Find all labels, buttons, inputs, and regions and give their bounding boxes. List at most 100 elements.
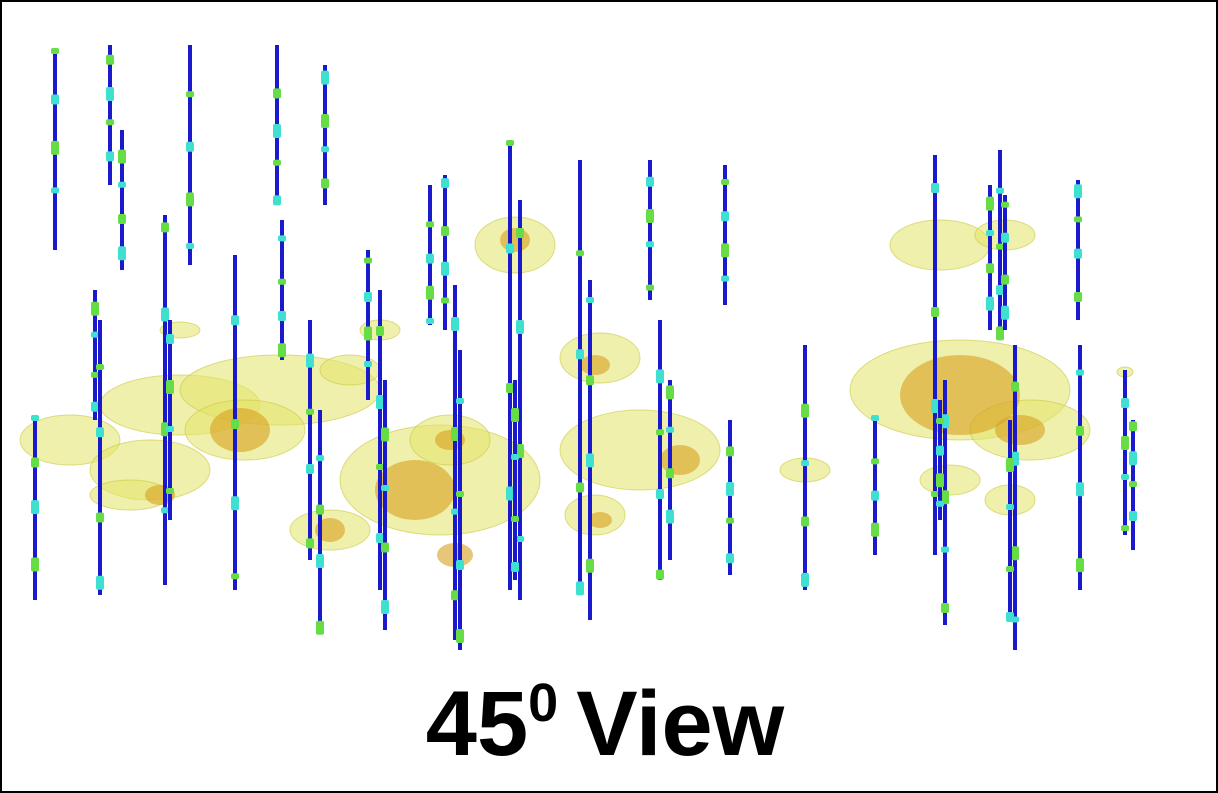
assay [1074,249,1082,259]
assay [1129,481,1137,487]
assay [166,426,174,432]
assay [451,427,459,441]
assay [106,151,114,161]
assay [511,454,519,460]
assay [931,183,939,193]
assay [1121,398,1129,408]
assay [1129,421,1137,431]
assay [646,177,654,187]
assay [1006,612,1014,622]
assay [166,334,174,344]
assay [1011,382,1019,392]
assay [1076,482,1084,496]
assay [31,415,39,421]
assay [273,88,281,98]
assay [456,560,464,570]
assay [278,343,286,357]
assay [1076,370,1084,376]
caption-number: 45 [426,673,528,775]
assay [161,308,169,322]
core [995,415,1045,445]
assay [186,243,194,249]
assay [726,482,734,496]
assay [586,453,594,467]
assay [231,315,239,325]
assay [1006,566,1014,572]
assay [996,326,1004,340]
assay [51,94,59,104]
page: 450View (() => { const data = JSON.parse… [0,0,1218,793]
assay [1121,436,1129,450]
assay [91,302,99,316]
assay [506,487,514,501]
assay [996,188,1004,194]
assay [1129,511,1137,521]
assay [118,150,126,164]
assay [576,483,584,493]
assay [278,235,286,241]
assay [801,573,809,587]
shell [320,355,380,385]
assay [426,286,434,300]
assay [511,408,519,422]
assay [186,91,194,97]
assay [941,547,949,553]
assay [656,489,664,499]
caption: 450 View [426,673,785,775]
assay [1001,233,1009,243]
assay [656,570,664,580]
assay [801,460,809,466]
assay [316,621,324,635]
shell [560,410,720,490]
assay [666,510,674,524]
assay [316,505,324,515]
assay [726,446,734,456]
assay [1001,275,1009,285]
assay [726,518,734,524]
assay [381,600,389,614]
assay [273,160,281,166]
assay [186,142,194,152]
assay [364,292,372,302]
core [210,408,270,452]
assay [986,197,994,211]
assay [506,244,514,254]
assay [726,553,734,563]
assay [441,226,449,236]
assay [586,375,594,385]
assay [166,488,174,494]
assay [721,179,729,185]
assay [306,464,314,474]
assay [381,485,389,491]
assay [721,276,729,282]
assay [106,119,114,125]
assay [376,533,384,543]
assay [1076,558,1084,572]
assay [936,501,944,507]
assay [321,178,329,188]
assay [1006,504,1014,510]
assay [516,320,524,334]
assay [1011,546,1019,560]
assay [456,629,464,643]
assay [51,187,59,193]
assay [511,516,519,522]
shell [920,465,980,495]
assay [511,562,519,572]
core [580,355,610,375]
assay [96,364,104,370]
assay [656,369,664,383]
assay [106,55,114,65]
assay [364,361,372,367]
assay [931,491,939,497]
caption-word: View [576,673,784,775]
assay [871,458,879,464]
assay [31,557,39,571]
assay [321,114,329,128]
assay [931,399,939,413]
caption-superscript: 0 [528,673,558,733]
assay [931,307,939,317]
assay [646,241,654,247]
assay [996,244,1004,250]
assay [1001,306,1009,320]
